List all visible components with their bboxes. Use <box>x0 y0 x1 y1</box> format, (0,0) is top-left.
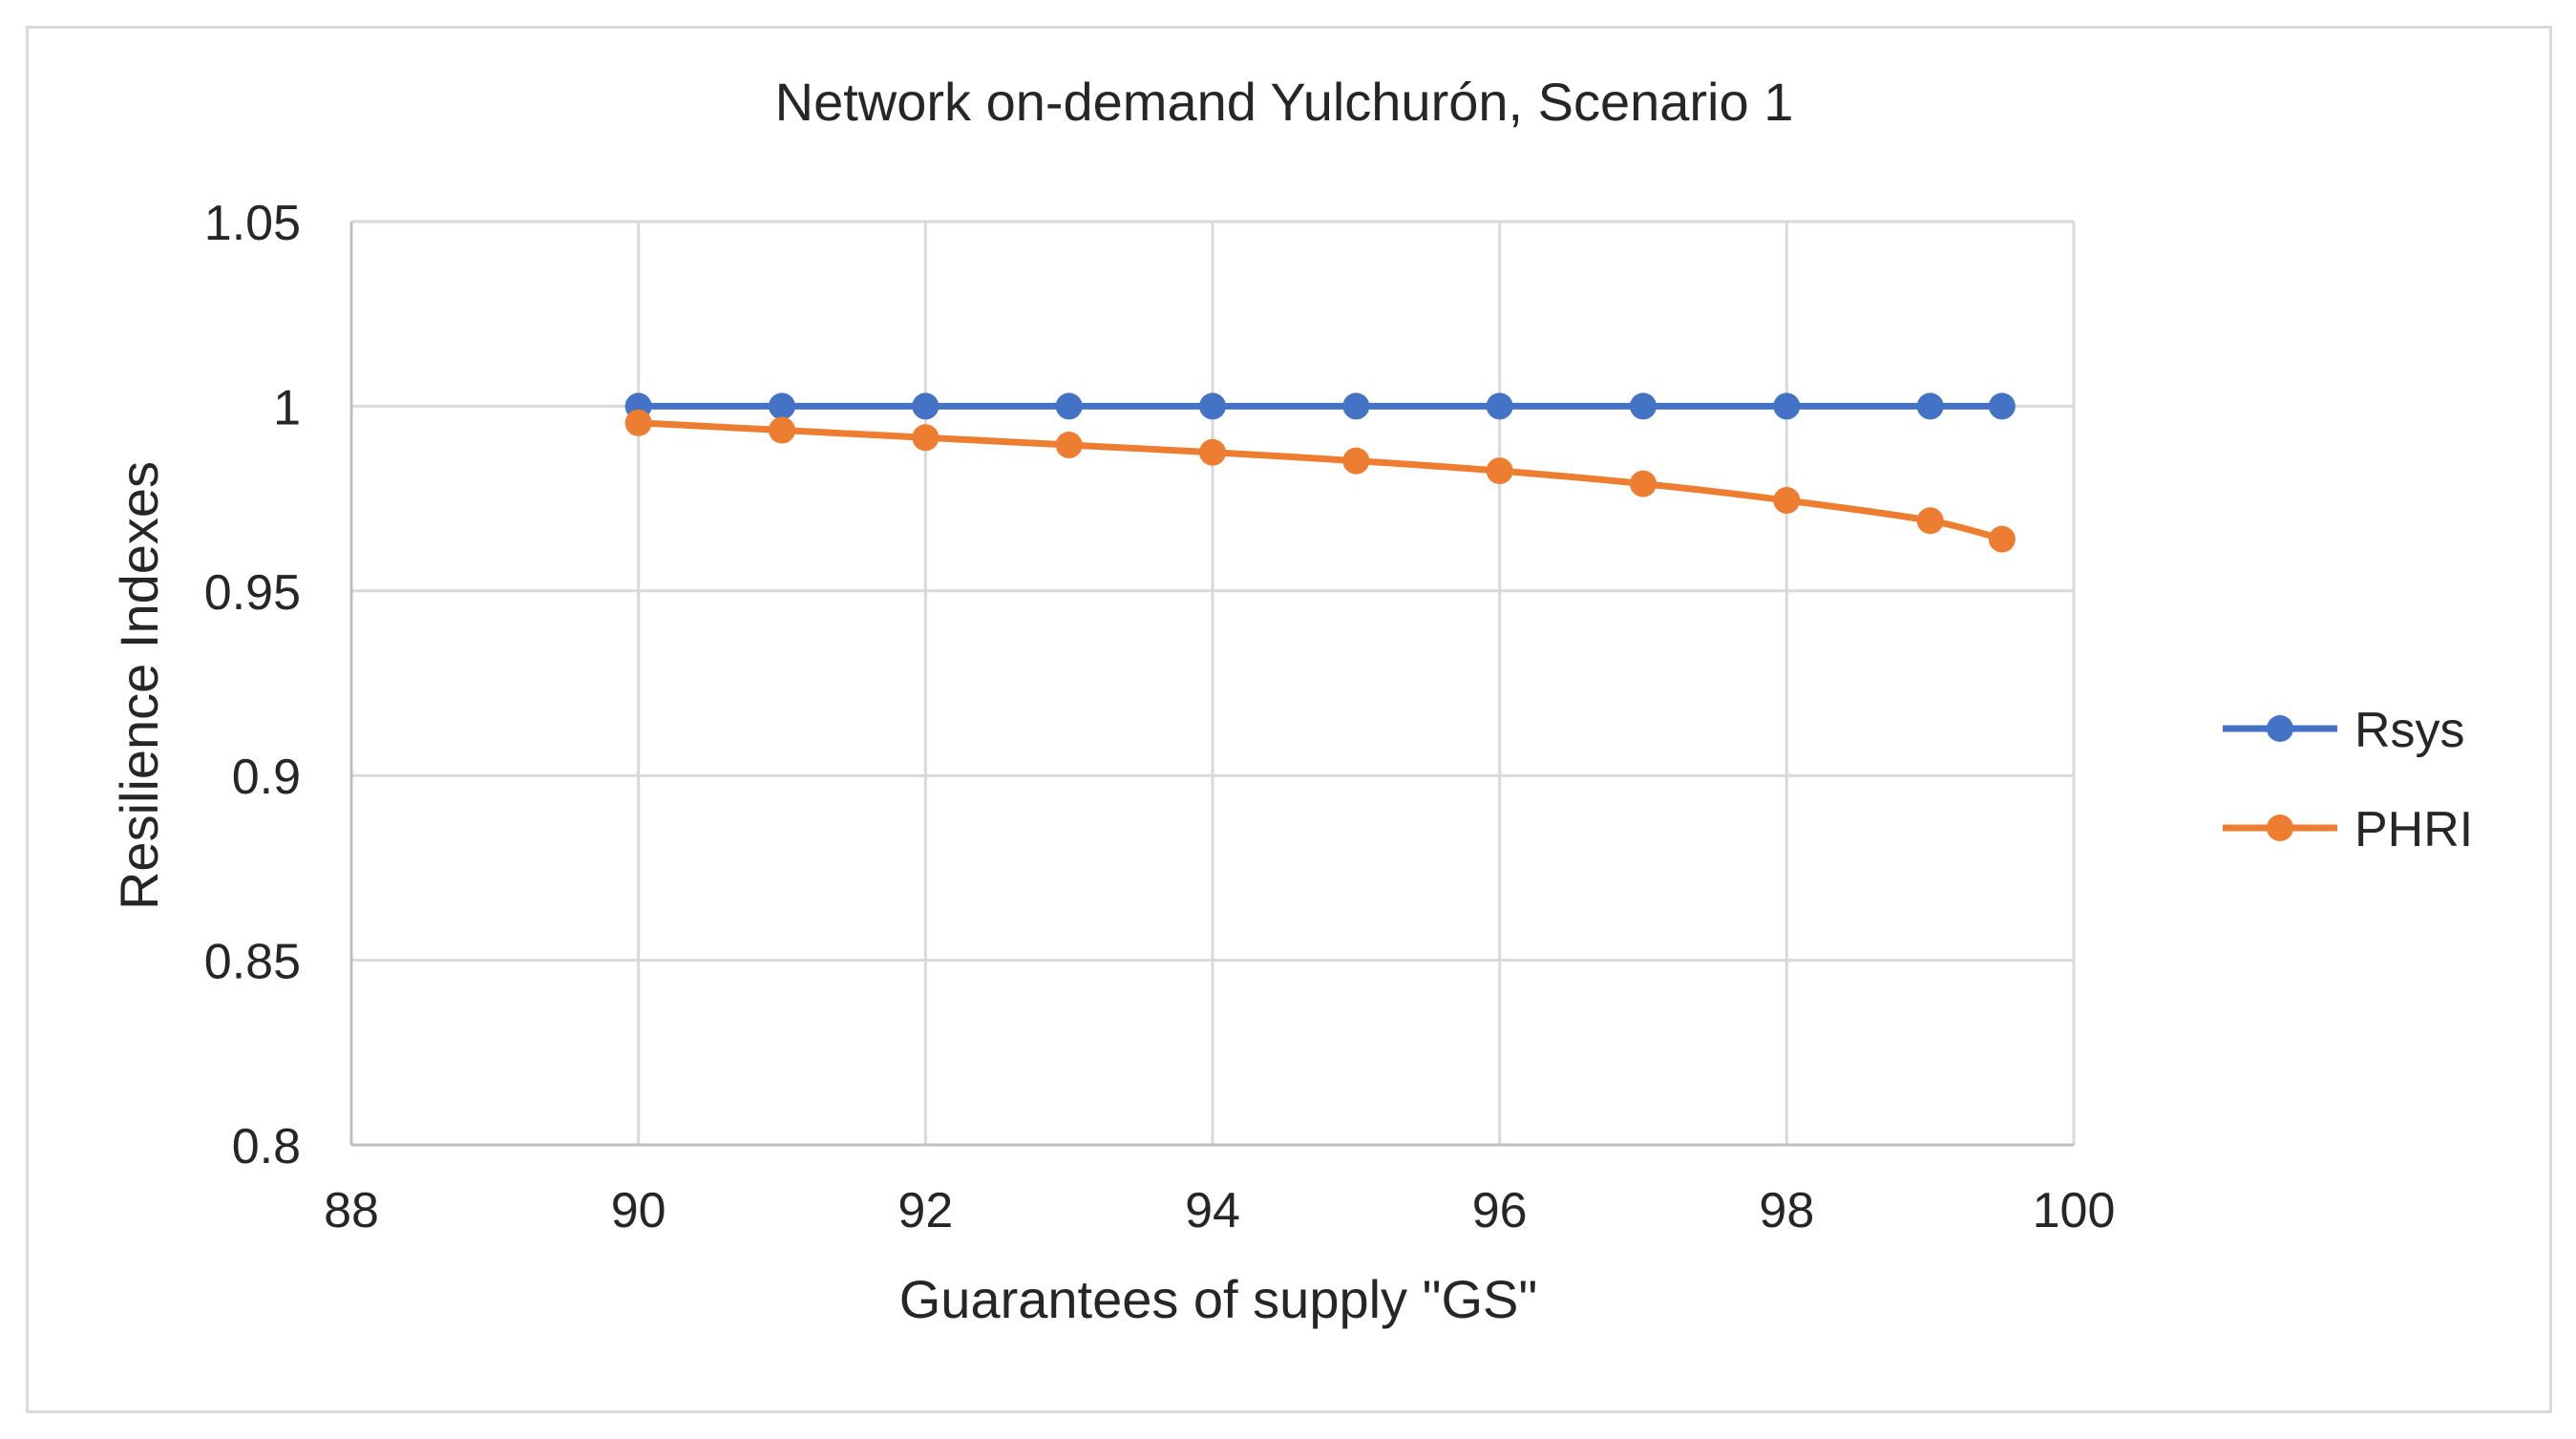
data-point-rsys <box>912 392 940 420</box>
y-axis-title: Resilience Indexes <box>109 461 169 910</box>
data-point-phri <box>1630 470 1657 497</box>
data-point-rsys <box>1988 392 2016 420</box>
data-point-rsys <box>769 392 795 420</box>
x-tick-label: 98 <box>1759 1183 1814 1238</box>
data-point-phri <box>624 409 652 436</box>
data-point-phri <box>1199 438 1226 466</box>
y-tick-label: 1.05 <box>204 196 301 251</box>
data-point-phri <box>1342 447 1370 475</box>
legend-label-phri: PHRI <box>2354 802 2473 857</box>
series-line-phri <box>635 419 2006 543</box>
data-point-rsys <box>1055 392 1083 420</box>
legend-swatch-marker-rsys <box>2267 715 2293 742</box>
legend-label-rsys: Rsys <box>2354 703 2465 758</box>
data-point-phri <box>1988 525 2016 553</box>
x-tick-label: 92 <box>897 1183 953 1238</box>
data-point-phri <box>1773 487 1801 515</box>
tick-labels: 88 90 92 94 96 98 100 0.8 0.85 0.9 0.95 1 1.05 <box>204 196 2116 1238</box>
x-tick-label: 100 <box>2033 1183 2116 1238</box>
legend-swatch-marker-phri <box>2267 815 2293 841</box>
data-point-rsys <box>1342 392 1370 420</box>
data-point-rsys <box>1916 392 1944 420</box>
x-tick-label: 96 <box>1472 1183 1528 1238</box>
data-point-phri <box>1486 457 1513 485</box>
y-tick-label: 0.85 <box>204 935 301 990</box>
data-series <box>624 392 2016 553</box>
x-axis-title: Guarantees of supply "GS" <box>899 1269 1538 1329</box>
plot-axes <box>349 222 2074 1147</box>
data-point-phri <box>912 424 940 452</box>
data-point-rsys <box>1486 392 1513 420</box>
y-tick-label: 0.95 <box>204 565 301 621</box>
x-tick-label: 88 <box>324 1183 379 1238</box>
data-point-phri <box>1916 507 1944 535</box>
data-point-rsys <box>1630 392 1657 420</box>
chart-legend: Rsys PHRI <box>2223 703 2473 857</box>
y-tick-label: 1 <box>273 380 301 435</box>
data-point-rsys <box>1199 392 1226 420</box>
y-tick-label: 0.9 <box>232 750 301 805</box>
x-tick-label: 94 <box>1185 1183 1240 1238</box>
chart-title: Network on-demand Yulchurón, Scenario 1 <box>775 72 1794 132</box>
plot-grid <box>349 220 2076 1147</box>
y-tick-label: 0.8 <box>232 1119 301 1174</box>
data-point-rsys <box>1773 392 1801 420</box>
x-tick-label: 90 <box>611 1183 666 1238</box>
chart-frame <box>26 26 2552 1413</box>
data-point-phri <box>1055 432 1083 459</box>
data-point-phri <box>769 416 795 444</box>
